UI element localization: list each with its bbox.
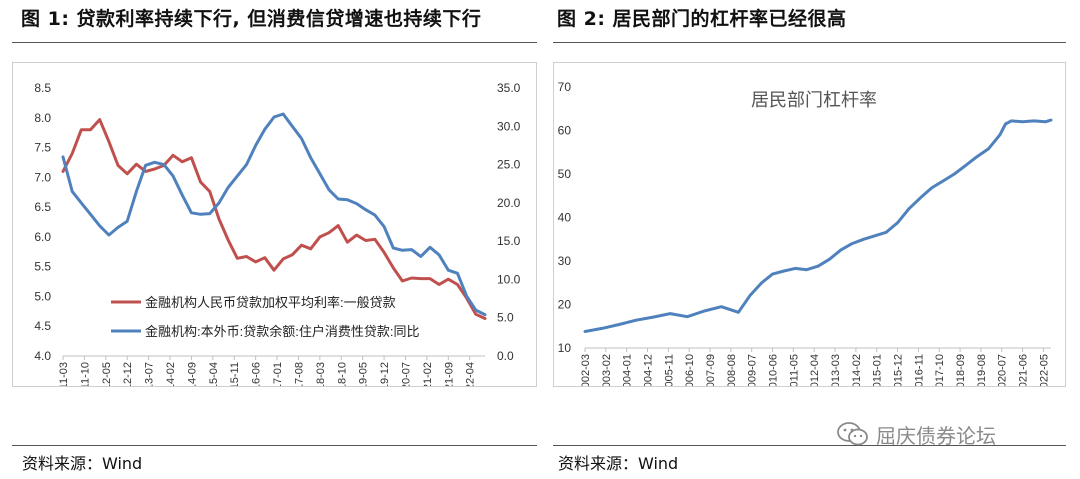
y-right-tick-label: 15.0 [497,234,521,248]
x-tick-label: 2015-11 [229,362,241,386]
y-left-tick-label: 6.5 [34,200,51,214]
x-tick-label: 2013-07 [144,362,156,386]
x-tick-label: 2016-06 [251,362,263,386]
figure2-chart-panel: 2002-03 2003-02 2004-01 2004-12 2005-11 2006-… [553,62,1066,394]
x-tick-label: 2015-12 [893,354,905,386]
series-line-1 [61,118,487,320]
y-left-tick-label: 4.5 [34,319,51,333]
figure1-chart: 2011-03 2011-10 2012-05 2012-12 2013-07 2014-… [34,81,521,402]
x-tick-label: 2018-10 [336,362,348,386]
legend-label-2: 金融机构:本外币:贷款余额:住户消费性贷款:同比 [145,324,419,339]
x-tick-label: 2014-09 [186,362,198,386]
x-tick-label: 2011-05 [788,354,800,386]
x-tick-label: 2012-04 [809,354,821,386]
figure2-title-rule [553,42,1066,43]
watermark-text: 屈庆债券论坛 [876,423,996,448]
series-line-1 [583,118,1053,333]
y-tick-label: 60 [558,124,572,138]
x-tick-label: 2012-12 [122,362,134,386]
y-left-tick-label: 8.5 [34,81,51,95]
watermark: 屈庆债券论坛 [836,418,1066,450]
x-tick-label: 2008-08 [726,354,738,386]
y-tick-label: 20 [558,298,572,312]
figure1-source-rule [12,445,537,446]
x-tick-label: 2015-01 [872,354,884,386]
y-left-tick-label: 4.0 [34,349,51,363]
series-line-2 [61,112,487,317]
x-tick-label: 2022-05 [1038,354,1050,386]
figure1-chart-panel: 2011-03 2011-10 2012-05 2012-12 2013-07 2014-… [12,62,537,402]
x-tick-label: 2004-01 [622,354,634,386]
figure1-title-rule [12,42,537,43]
x-tick-label: 2021-09 [443,362,455,386]
x-tick-label: 2019-08 [976,354,988,386]
y-tick-label: 30 [558,254,572,268]
y-right-tick-label: 25.0 [497,158,521,172]
x-tick-label: 2020-07 [997,354,1009,386]
figure2-title: 图 2: 居民部门的杠杆率已经很高 [557,8,847,30]
y-tick-label: 40 [558,211,572,225]
x-tick-label: 2004-12 [643,354,655,386]
x-tick-label: 2019-12 [379,362,391,386]
x-tick-label: 2014-02 [165,362,177,386]
x-tick-label: 2013-03 [830,354,842,386]
y-left-tick-label: 5.5 [34,260,51,274]
y-left-tick-label: 5.0 [34,289,51,303]
x-tick-label: 2010-06 [768,354,780,386]
figure1-title: 图 1: 贷款利率持续下行, 但消费信贷增速也持续下行 [21,8,482,30]
x-tick-label: 2017-08 [293,362,305,386]
figure1-source: 资料来源：Wind [22,454,143,473]
y-right-tick-label: 30.0 [497,119,521,133]
x-tick-label: 2002-03 [580,354,592,386]
figure2-chart: 2002-03 2003-02 2004-01 2004-12 2005-11 2006-… [558,80,1053,394]
chart-title: 居民部门杠杆率 [751,90,877,110]
x-tick-label: 2021-02 [422,362,434,386]
figure2-source: 资料来源：Wind [558,454,679,473]
y-right-tick-label: 35.0 [497,81,521,95]
x-tick-label: 2016-11 [913,354,925,386]
y-left-tick-label: 8.0 [34,111,51,125]
y-left-tick-label: 6.0 [34,230,51,244]
x-tick-label: 2003-02 [601,354,613,386]
x-tick-label: 2015-04 [208,362,220,386]
x-tick-label: 2005-11 [663,354,675,386]
y-tick-label: 10 [558,341,572,355]
x-tick-label: 2006-10 [684,354,696,386]
x-tick-label: 2017-01 [272,362,284,386]
x-tick-label: 2017-10 [934,354,946,386]
y-right-tick-label: 10.0 [497,272,521,286]
figure2-source-rule [553,445,1066,446]
x-tick-label: 2022-04 [465,362,477,386]
wechat-icon [837,422,868,446]
x-tick-label: 2014-02 [851,354,863,386]
y-tick-label: 70 [558,80,572,94]
x-tick-label: 2019-05 [358,362,370,386]
x-tick-label: 2018-03 [315,362,327,386]
x-tick-label: 2018-09 [955,354,967,386]
y-right-tick-label: 0.0 [497,349,514,363]
x-tick-label: 2007-09 [705,354,717,386]
x-tick-label: 2012-05 [101,362,113,386]
x-tick-label: 2011-03 [58,362,70,386]
x-tick-label: 2011-10 [79,362,91,386]
x-tick-label: 2009-07 [747,354,759,386]
x-tick-label: 2020-07 [400,362,412,386]
y-left-tick-label: 7.0 [34,170,51,184]
y-right-tick-label: 20.0 [497,196,521,210]
y-left-tick-label: 7.5 [34,141,51,155]
x-tick-label: 2021-06 [1018,354,1030,386]
legend-label-1: 金融机构人民币贷款加权平均利率:一般贷款 [145,295,396,310]
y-tick-label: 50 [558,167,572,181]
y-right-tick-label: 5.0 [497,311,514,325]
